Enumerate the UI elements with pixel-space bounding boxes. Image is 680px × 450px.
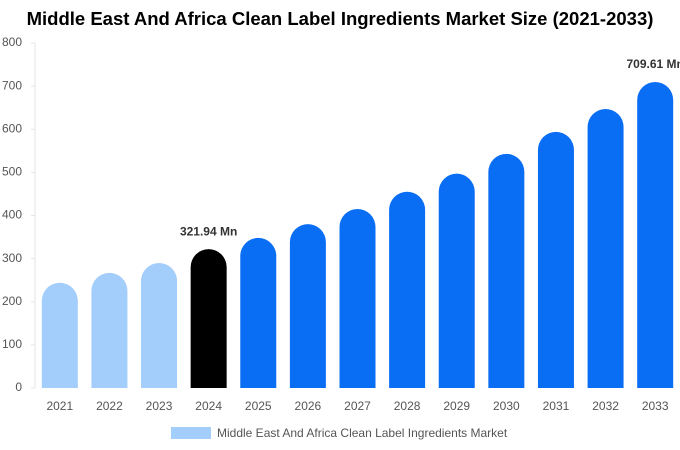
y-tick-label: 800 <box>2 35 22 49</box>
y-tick-label: 200 <box>2 294 22 308</box>
x-tick-label: 2029 <box>443 399 470 413</box>
x-tick-label: 2021 <box>46 399 73 413</box>
bar <box>389 191 426 388</box>
bar <box>91 272 128 388</box>
bar <box>339 209 376 388</box>
x-tick-label: 2028 <box>394 399 421 413</box>
x-tick-label: 2026 <box>295 399 322 413</box>
y-tick-label: 600 <box>2 121 22 135</box>
bar <box>587 108 624 388</box>
y-tick-label: 0 <box>15 380 22 394</box>
legend-label: Middle East And Africa Clean Label Ingre… <box>217 426 508 440</box>
x-tick-label: 2033 <box>642 399 669 413</box>
x-tick-label: 2023 <box>146 399 173 413</box>
legend-swatch <box>171 427 211 439</box>
y-tick-label: 400 <box>2 208 22 222</box>
bar <box>141 262 178 388</box>
bar <box>240 237 277 388</box>
bar <box>488 153 525 388</box>
bar <box>537 131 574 388</box>
bar <box>637 81 674 389</box>
x-tick-label: 2032 <box>592 399 619 413</box>
chart-title: Middle East And Africa Clean Label Ingre… <box>27 8 654 29</box>
value-label: 321.94 Mn <box>180 224 237 238</box>
y-tick-label: 700 <box>2 78 22 92</box>
y-tick-label: 100 <box>2 337 22 351</box>
bar <box>438 173 475 388</box>
x-tick-label: 2030 <box>493 399 520 413</box>
bar <box>289 224 326 388</box>
x-tick-label: 2022 <box>96 399 123 413</box>
y-tick-label: 300 <box>2 251 22 265</box>
x-tick-label: 2025 <box>245 399 272 413</box>
y-tick-label: 500 <box>2 165 22 179</box>
bar <box>41 282 78 388</box>
bar <box>190 249 227 388</box>
x-tick-label: 2027 <box>344 399 371 413</box>
value-label: 709.61 Mn <box>627 57 680 71</box>
x-tick-label: 2024 <box>195 399 222 413</box>
x-tick-label: 2031 <box>543 399 570 413</box>
